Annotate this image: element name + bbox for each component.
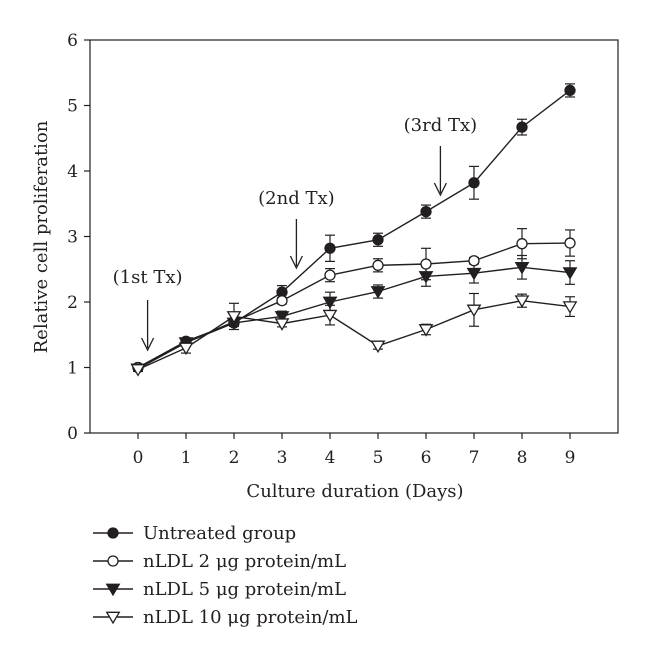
annotation-label: (3rd Tx) [404,115,478,136]
legend: Untreated group nLDL 2 μg protein/mL nLDL … [93,523,358,628]
data-point [418,324,434,337]
legend-label: nLDL 2 μg protein/mL [143,551,346,572]
legend-item: nLDL 5 μg protein/mL [93,579,346,600]
data-point [372,234,384,246]
legend-item: nLDL 10 μg protein/mL [93,607,358,628]
series-line-4 [137,299,571,371]
data-point [466,267,482,281]
annotation-label: (1st Tx) [113,267,183,288]
data-point [324,242,336,254]
legend-item: Untreated group [93,523,296,544]
annotation-arrow-head [433,182,447,197]
treatment-annotations: (1st Tx) (2nd Tx) (3rd Tx) [113,115,478,352]
data-point [562,301,578,314]
legend-label: nLDL 5 μg protein/mL [143,579,346,600]
series-lines [137,89,571,371]
series-line-2 [137,242,571,369]
data-point [276,295,288,307]
annotation-arrow-head [289,255,303,270]
annotation-arrow-head [141,337,155,352]
series-line-3 [137,266,571,370]
data-point [226,311,242,324]
legend-marker [107,527,119,539]
axes: 0 1 2 3 4 5 6 7 8 9 0 1 2 3 4 5 6 [67,31,619,468]
y-tick-label: 2 [67,293,78,313]
annotation: (3rd Tx) [404,115,478,197]
y-axis-title: Relative cell proliferation [31,120,52,353]
y-tick-label: 5 [67,97,78,117]
y-tick-label: 0 [67,424,78,444]
x-tick-label: 8 [517,448,528,468]
data-point [468,255,480,267]
x-tick-label: 1 [181,448,192,468]
data-point [466,304,482,318]
data-point [516,238,528,250]
data-point [562,267,578,280]
data-point [372,259,384,271]
data-point [322,296,338,310]
y-tick-label: 6 [67,31,78,51]
data-point [468,177,480,189]
x-tick-label: 2 [229,448,240,468]
x-tick-label: 9 [565,448,576,468]
data-point [564,84,576,97]
annotation: (2nd Tx) [258,188,335,270]
data-point [274,311,290,324]
data-point [178,342,194,356]
data-markers [130,84,578,377]
x-tick-label: 0 [133,448,144,468]
data-point [370,340,386,354]
y-tick-label: 3 [67,228,78,248]
data-point [322,309,338,323]
data-point [514,295,530,308]
y-tick-label: 4 [67,162,78,182]
data-point [418,271,434,284]
x-tick-label: 6 [421,448,432,468]
series-line-1 [137,89,571,369]
data-point [514,261,530,275]
error-bars [133,83,575,373]
annotation: (1st Tx) [113,267,183,352]
annotation-label: (2nd Tx) [258,188,335,209]
x-tick-label: 5 [373,448,384,468]
legend-label: nLDL 10 μg protein/mL [143,607,358,628]
data-point [516,121,528,133]
legend-marker [107,555,119,567]
data-point [420,258,432,270]
data-point [420,205,432,218]
x-tick-label: 3 [277,448,288,468]
data-point [274,318,290,331]
data-point [324,269,336,281]
legend-marker [105,611,121,625]
legend-item: nLDL 2 μg protein/mL [93,551,346,572]
x-axis-title: Culture duration (Days) [246,481,463,502]
x-tick-label: 4 [325,448,336,468]
x-tick-label: 7 [469,448,480,468]
data-point [130,364,146,377]
data-point [370,286,386,299]
legend-marker [105,583,121,597]
y-tick-label: 1 [67,359,78,379]
plot-frame [89,39,619,434]
legend-label: Untreated group [143,523,296,544]
data-point [564,237,576,249]
